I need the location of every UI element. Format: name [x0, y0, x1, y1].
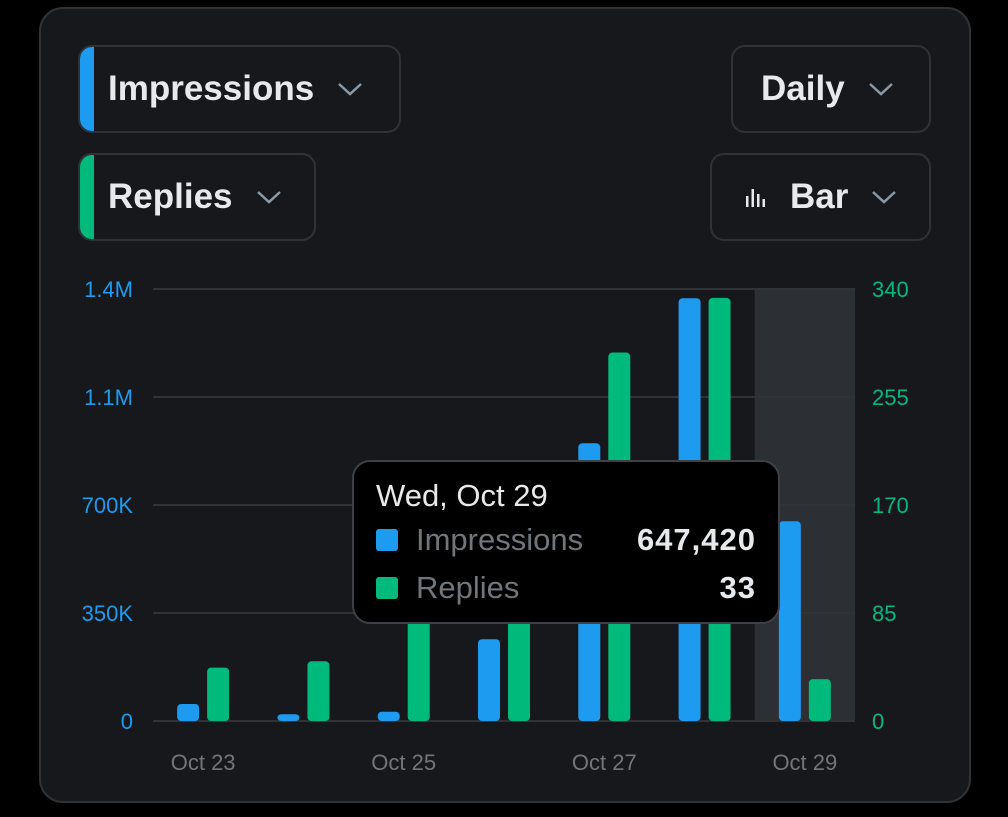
tooltip-swatch — [376, 529, 398, 551]
chevron-down-icon — [868, 83, 893, 96]
x-tick-label: Oct 29 — [772, 750, 837, 775]
bar-impressions — [277, 714, 300, 721]
chart-type-label: Bar — [790, 177, 849, 216]
metric2-label: Replies — [108, 177, 233, 216]
bar-replies — [207, 667, 230, 721]
y-left-tick-label: 350K — [82, 601, 134, 626]
metric2-dropdown[interactable]: Replies — [78, 153, 316, 241]
x-tick-label: Oct 27 — [572, 750, 637, 775]
bar-chart-icon — [746, 189, 765, 207]
y-right-tick-label: 0 — [872, 709, 884, 734]
tooltip-swatch — [376, 577, 398, 599]
x-tick-label: Oct 25 — [371, 750, 436, 775]
tooltip-row-impressions: Impressions 647,420 — [376, 516, 756, 564]
x-tick-label: Oct 23 — [171, 750, 236, 775]
metric1-color-strip — [80, 47, 94, 131]
bar-replies — [307, 661, 330, 721]
tooltip-metric-name: Impressions — [416, 522, 584, 557]
y-left-tick-label: 1.4M — [84, 277, 133, 302]
chart-tooltip: Wed, Oct 29 Impressions 647,420 Replies … — [352, 460, 780, 624]
chevron-down-icon — [256, 191, 281, 204]
tooltip-title: Wed, Oct 29 — [376, 478, 548, 513]
y-right-tick-label: 255 — [872, 385, 909, 410]
interval-dropdown[interactable]: Daily — [731, 45, 931, 133]
y-left-tick-label: 0 — [121, 709, 133, 734]
interval-label: Daily — [761, 69, 845, 108]
y-right-tick-label: 85 — [872, 601, 896, 626]
y-right-tick-label: 170 — [872, 493, 909, 518]
bar-replies — [808, 679, 831, 721]
y-right-tick-label: 340 — [872, 277, 909, 302]
tooltip-metric-value: 33 — [719, 570, 756, 605]
y-left-tick-label: 1.1M — [84, 385, 133, 410]
metric1-dropdown[interactable]: Impressions — [78, 45, 401, 133]
bar-impressions — [778, 521, 801, 721]
metric1-label: Impressions — [108, 69, 315, 108]
bar-impressions — [478, 639, 500, 721]
bar-impressions — [177, 704, 200, 721]
y-left-tick-label: 700K — [82, 493, 134, 518]
chevron-down-icon — [338, 83, 363, 96]
tooltip-row-replies: Replies 33 — [376, 564, 756, 612]
tooltip-metric-value: 647,420 — [636, 522, 756, 557]
chevron-down-icon — [872, 191, 897, 204]
bar-impressions — [377, 711, 400, 721]
chart-type-dropdown[interactable]: Bar — [710, 153, 931, 241]
metric2-color-strip — [80, 155, 94, 239]
tooltip-metric-name: Replies — [416, 570, 520, 605]
